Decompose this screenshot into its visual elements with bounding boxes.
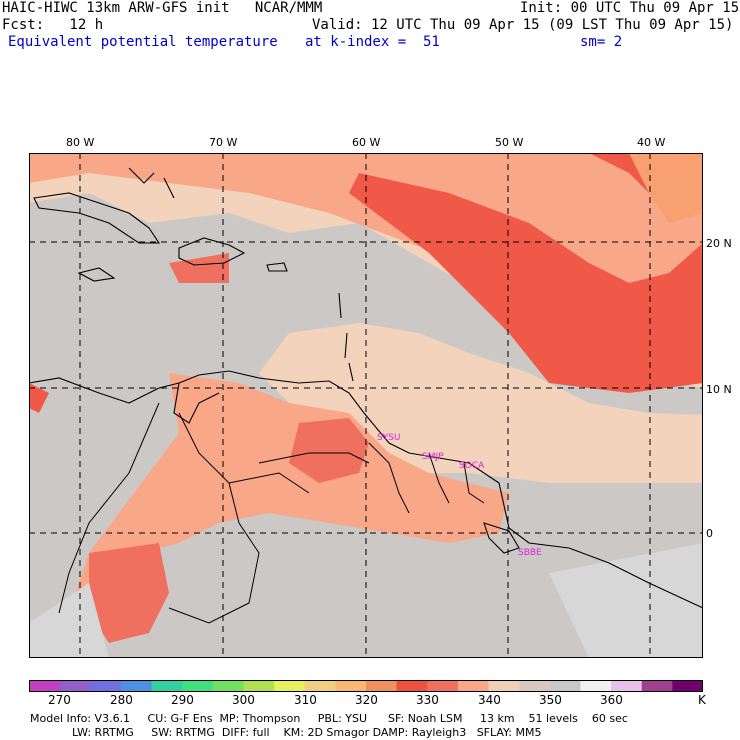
colorbar-swatch [59,680,91,692]
coastlines [29,167,703,609]
colorbar-tick-label: 360 [600,693,623,707]
colorbar-swatch [212,680,244,692]
lon-label: 50 W [495,136,524,149]
colorbar-swatch [304,680,336,692]
coastline-puerto-rico [266,262,288,272]
colorbar-swatch [611,680,643,692]
longitude-labels: 80 W 70 W 60 W 50 W 40 W [0,136,740,150]
field-region-lightgray [29,583,109,658]
field-region-orange [629,153,703,223]
lon-label: 60 W [352,136,381,149]
station-label: SBBE [518,548,542,558]
station-label: SYSU [377,433,401,443]
coastline-jamaica [77,267,116,282]
model-info-line2: LW: RRTMG SW: RRTMG DIFF: full KM: 2D Sm… [72,726,542,739]
field-region-red [349,153,703,393]
lon-label: 40 W [637,136,666,149]
colorbar-tick-label: 310 [294,693,317,707]
border [58,402,160,614]
lat-lon-grid [29,153,703,658]
colorbar-swatch [519,680,551,692]
station-labels: SYSU SMJP SOCA SBBE [377,433,542,558]
station-label: SOCA [459,461,485,471]
colorbar [29,680,703,692]
equivalent-potential-temperature-map: SYSU SMJP SOCA SBBE [29,153,703,658]
lon-label: 70 W [209,136,238,149]
colorbar-unit-label: K [698,693,706,707]
colorbar-swatch [335,680,367,692]
coastline-lesser-antilles [338,292,354,382]
border [258,452,370,464]
header-valid-time: Valid: 12 UTC Thu 09 Apr 15 (09 LST Thu … [312,17,734,33]
colorbar-swatch [641,680,673,692]
colorbar-swatch [672,680,703,692]
colorbar-swatch [366,680,398,692]
colorbar-swatch [90,680,122,692]
colorbar-swatch [580,680,612,692]
coastline-cuba [33,192,161,244]
lon-label: 80 W [66,136,95,149]
header-init-time: Init: 00 UTC Thu 09 Apr 15 [520,0,740,16]
colorbar-swatch [151,680,183,692]
k-index-label: at k-index = 51 [305,34,440,50]
colorbar-tick-label: 320 [355,693,378,707]
colorbar-swatch [396,680,428,692]
colorbar-tick-label: 280 [110,693,133,707]
smoothing-label: sm= 2 [580,34,623,50]
border [168,412,260,624]
field-region-coral [89,543,169,643]
colorbar-tick-label: 340 [478,693,501,707]
border [428,452,450,504]
border [368,442,410,514]
header-title: HAIC-HIWC 13km ARW-GFS init NCAR/MMM [2,0,323,16]
colorbar-swatch [488,680,520,692]
colorbar-tick-label: 290 [171,693,194,707]
map-frame [29,153,703,658]
field-region-coral [289,418,369,483]
colorbar-tick-label: 350 [539,693,562,707]
border [228,472,310,494]
colorbar-swatch [427,680,459,692]
colorbar-swatch [457,680,490,692]
colorbar-swatch [549,680,581,692]
colorbar-swatch [29,680,61,692]
political-borders [58,402,485,624]
border [463,462,485,504]
coastline-hispaniola [178,237,246,266]
coastline-south-america [29,370,703,609]
colorbar-swatch [182,680,214,692]
colorbar-swatch [274,680,306,692]
model-info-line1: Model Info: V3.6.1 CU: G-F Ens MP: Thomp… [30,712,628,725]
lat-label: 20 N [706,237,732,250]
lat-label: 10 N [706,383,732,396]
station-label: SMJP [422,452,444,462]
field-region-red [29,383,49,413]
coastline-maracaibo [173,382,220,424]
field-name: Equivalent potential temperature [8,34,278,50]
colorbar-swatch [243,680,275,692]
coastline-amazon-delta [483,522,520,554]
colorbar-tick-label: 330 [416,693,439,707]
colorbar-frame [29,680,703,692]
colorbar-tick-label: 270 [48,693,71,707]
coastline-bahamas [128,167,175,199]
field-region-lightgray [549,543,703,658]
lat-label: 0 [706,527,713,540]
colorbar-tick-label: 300 [232,693,255,707]
header-forecast-hour: Fcst: 12 h [2,17,104,33]
field-region-salmon [59,373,509,658]
colorbar-swatch [120,680,153,692]
